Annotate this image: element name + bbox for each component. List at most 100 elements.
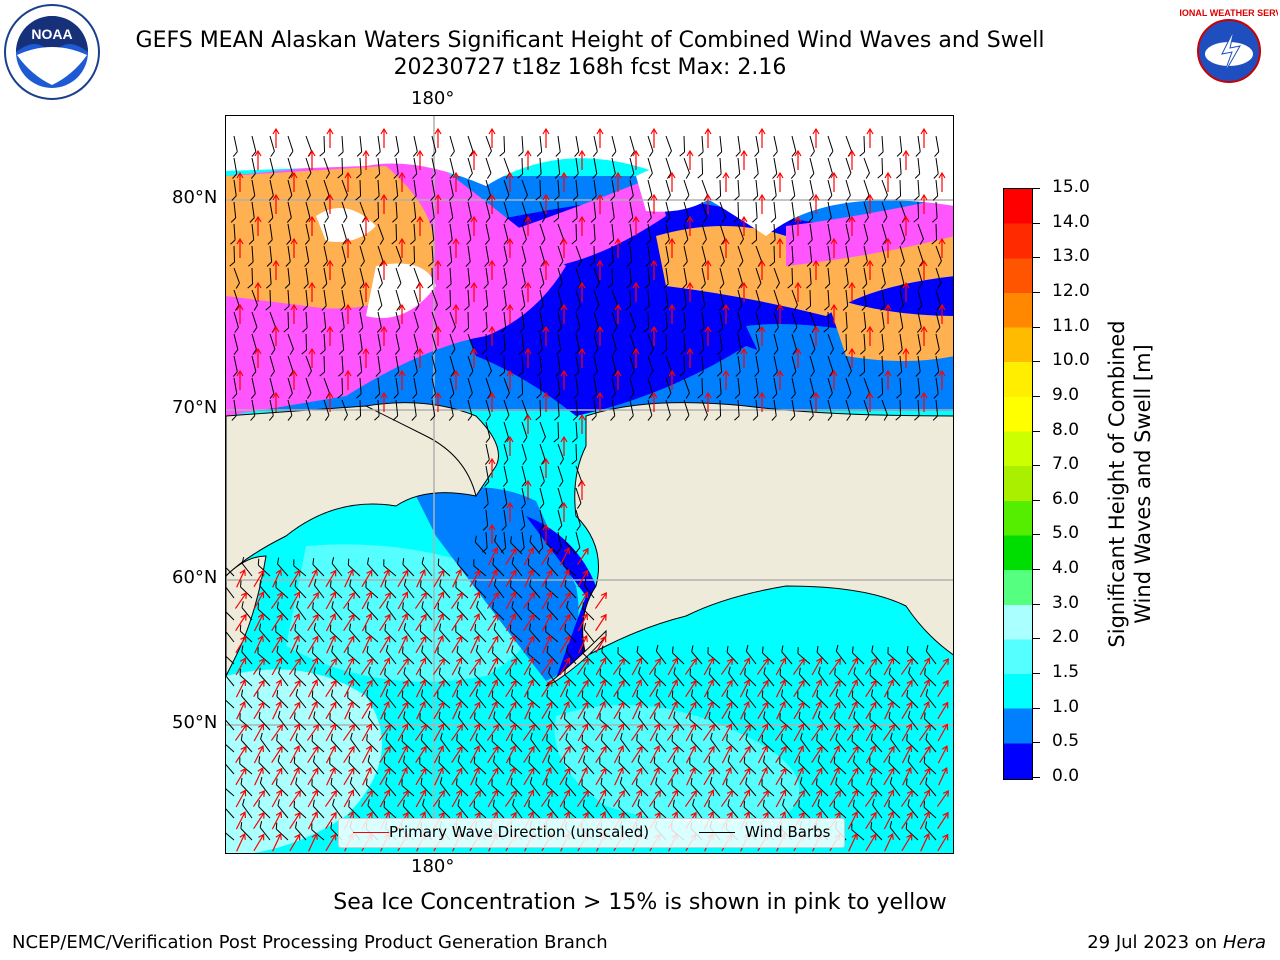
wind-barb <box>283 311 290 333</box>
wind-barb <box>431 135 437 157</box>
wind-barb <box>709 776 721 797</box>
wave-direction-arrow <box>306 592 319 609</box>
wave-direction-arrow <box>542 391 550 412</box>
wind-barb <box>536 355 543 377</box>
wave-direction-arrow <box>830 303 838 324</box>
wave-direction-arrow <box>919 745 931 764</box>
wave-direction-arrow <box>272 127 280 148</box>
wave-direction-arrow <box>794 766 804 786</box>
wave-direction-arrow <box>523 767 535 786</box>
colorbar-tick-mark <box>1033 499 1040 501</box>
wind-barb <box>781 645 793 665</box>
wind-barb <box>881 179 888 201</box>
wave-direction-arrow <box>577 547 589 566</box>
wind-barb <box>428 223 435 245</box>
wave-direction-arrow <box>650 325 658 346</box>
wave-direction-arrow <box>434 325 442 346</box>
wind-barb <box>844 245 850 267</box>
wave-direction-arrow <box>235 613 247 632</box>
wind-barb <box>899 245 905 267</box>
wind-barb <box>851 646 865 665</box>
wave-direction-arrow <box>613 745 624 764</box>
wind-barb <box>438 711 451 731</box>
wind-barb <box>529 535 541 555</box>
wave-direction-arrow <box>631 745 643 764</box>
wave-direction-arrow <box>776 237 784 258</box>
wind-barb <box>753 377 759 399</box>
wind-barb <box>601 645 613 665</box>
wind-barb <box>935 267 942 289</box>
wave-direction-arrow <box>343 789 355 808</box>
wind-barb <box>268 399 274 421</box>
wave-direction-arrow <box>540 790 553 807</box>
wave-direction-arrow <box>289 701 301 720</box>
wave-direction-arrow <box>524 568 534 588</box>
wind-barb <box>751 223 758 245</box>
wind-barb <box>410 201 417 223</box>
wind-barb <box>843 267 849 289</box>
wave-direction-arrow <box>900 790 913 807</box>
wind-barb <box>402 602 415 621</box>
lat-label-50: 50°N <box>172 712 218 733</box>
wave-direction-arrow <box>594 724 607 741</box>
wave-direction-arrow <box>434 259 442 280</box>
wind-barb <box>637 710 649 731</box>
wind-barb <box>449 333 456 355</box>
wind-barb <box>339 311 345 333</box>
wind-barb <box>852 799 865 819</box>
wave-direction-arrow <box>362 634 372 654</box>
wind-barb <box>294 624 307 643</box>
wave-direction-arrow <box>470 766 480 786</box>
wind-barb <box>286 223 292 245</box>
wave-direction-arrow <box>703 657 715 676</box>
wind-barb <box>337 377 344 399</box>
wind-barb <box>535 179 542 201</box>
wave-direction-arrow <box>523 679 534 698</box>
wind-barb <box>474 579 487 599</box>
wind-barb <box>715 179 722 201</box>
wave-direction-arrow <box>398 237 406 258</box>
wind-barb <box>374 157 381 179</box>
wind-barb <box>899 223 906 245</box>
wave-direction-arrow <box>937 701 949 720</box>
wave-direction-arrow <box>343 657 355 676</box>
wave-direction-arrow <box>487 679 498 698</box>
wind-barb <box>385 644 397 665</box>
wave-direction-arrow <box>559 547 570 566</box>
wave-direction-arrow <box>398 171 406 192</box>
wind-barb <box>449 355 455 377</box>
wind-barb <box>226 805 235 819</box>
wind-barb <box>249 201 255 223</box>
wind-barb <box>287 355 294 377</box>
wind-barb <box>411 399 417 421</box>
wind-barb <box>871 689 883 709</box>
wave-direction-arrow <box>704 325 712 346</box>
wind-barb <box>835 689 847 709</box>
wave-direction-arrow <box>415 745 427 764</box>
colorbar-tick-label: 14.0 <box>1052 211 1090 232</box>
wave-direction-arrow <box>397 679 409 698</box>
wind-barb <box>502 465 508 487</box>
wind-barb <box>439 623 451 643</box>
wind-barb <box>304 223 310 245</box>
wave-direction-arrow <box>289 569 301 588</box>
wave-direction-arrow <box>380 259 388 280</box>
wave-direction-arrow <box>504 790 517 807</box>
footer-host: Hera <box>1222 932 1266 953</box>
wave-direction-arrow <box>613 701 625 720</box>
wind-barb <box>466 201 472 223</box>
wave-direction-arrow <box>920 127 928 148</box>
wind-barb <box>575 289 581 311</box>
wind-barb <box>763 711 775 731</box>
wind-barb <box>798 711 811 731</box>
wind-barb <box>629 355 635 377</box>
wind-barb <box>708 800 721 819</box>
wave-direction-arrow <box>757 723 769 742</box>
wind-barb <box>564 579 577 599</box>
wind-barb <box>295 689 307 709</box>
wind-barb <box>503 377 510 399</box>
wave-direction-arrow <box>614 303 622 324</box>
wind-barb <box>798 667 811 687</box>
wave-direction-arrow <box>235 679 246 698</box>
wave-direction-arrow <box>452 700 462 720</box>
